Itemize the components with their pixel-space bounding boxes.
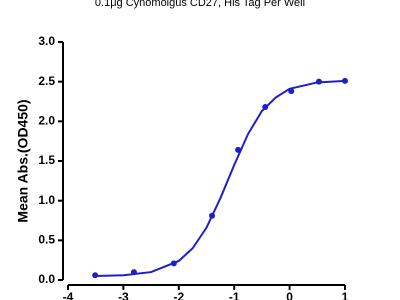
data-point xyxy=(262,104,269,111)
fit-curve xyxy=(95,79,346,278)
x-tick-label: -4 xyxy=(63,290,74,300)
data-point xyxy=(92,272,99,279)
y-tick-label: 1.5 xyxy=(38,153,55,167)
data-point xyxy=(130,269,137,276)
data-point xyxy=(209,212,216,219)
x-tick-label: 1 xyxy=(342,290,349,300)
y-tick-label: 2.0 xyxy=(38,114,55,128)
data-point xyxy=(315,78,322,85)
y-tick-label: 0.0 xyxy=(38,272,55,286)
x-tick-label: 0 xyxy=(286,290,293,300)
y-tick-label: 0.5 xyxy=(38,233,55,247)
x-tick-label: -1 xyxy=(229,290,240,300)
x-tick-label: -3 xyxy=(118,290,129,300)
data-point xyxy=(342,77,348,84)
y-tick-label: 3.0 xyxy=(38,34,55,48)
y-tick-label: 2.5 xyxy=(38,74,55,88)
chart-title: 0.1μg Cynomolgus CD27, His Tag Per Well xyxy=(95,0,305,9)
y-tick-label: 1.0 xyxy=(38,193,55,207)
data-point xyxy=(288,88,295,95)
x-tick-label: -2 xyxy=(173,290,184,300)
y-axis-label: Mean Abs.(OD450) xyxy=(15,99,31,222)
data-point xyxy=(170,260,177,267)
data-point xyxy=(235,146,242,153)
